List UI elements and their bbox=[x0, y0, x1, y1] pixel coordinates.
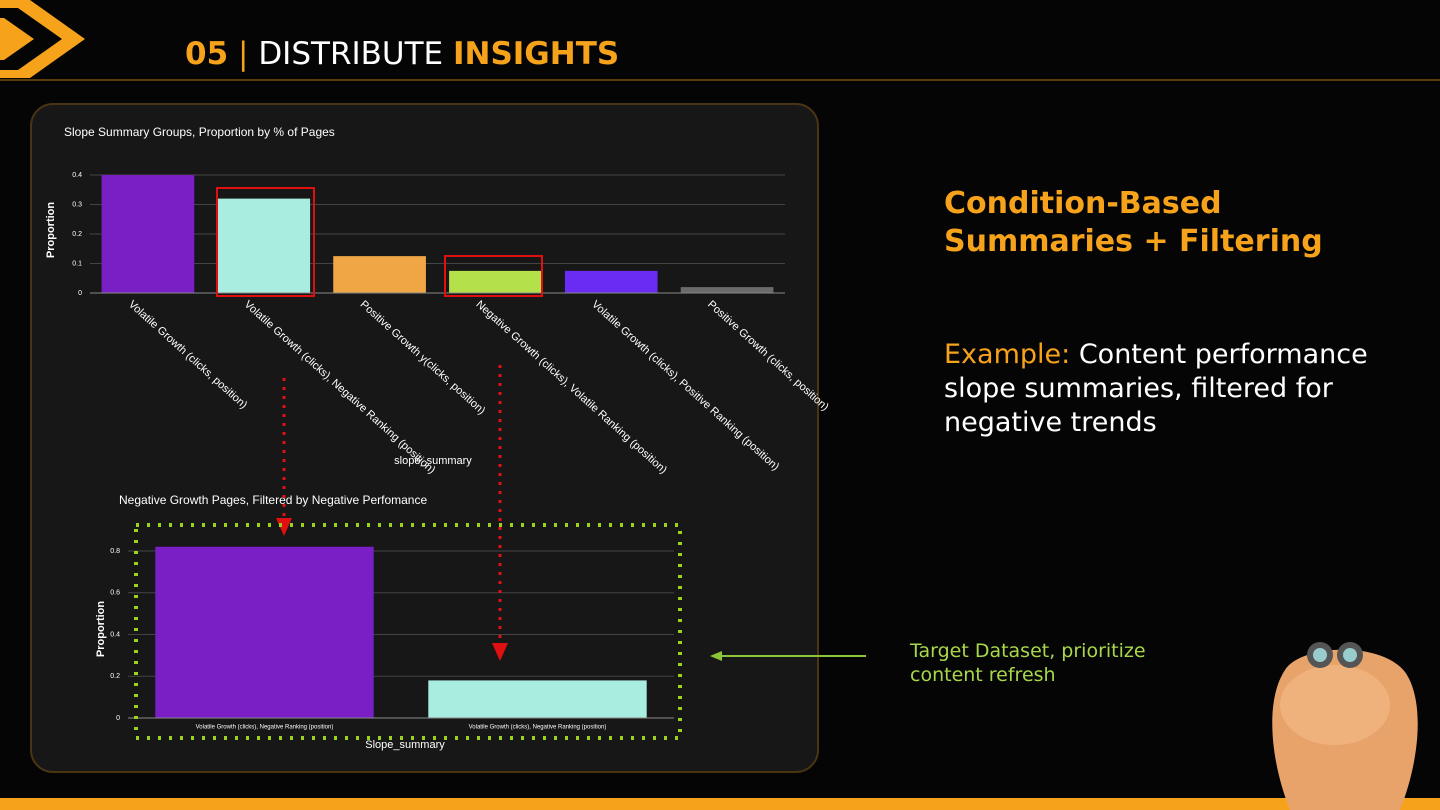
bar bbox=[333, 256, 426, 293]
example-label: Example: bbox=[944, 339, 1071, 370]
x-axis-label: Slope_summary bbox=[365, 739, 445, 751]
bar bbox=[680, 287, 774, 293]
header: 05 | DISTRIBUTE INSIGHTS bbox=[185, 36, 619, 72]
y-tick-label: 0.2 bbox=[110, 673, 120, 680]
chart-title: Slope Summary Groups, Proportion by % of… bbox=[64, 125, 335, 139]
y-tick-label: 0.6 bbox=[110, 590, 120, 597]
footer-bar bbox=[0, 798, 1440, 810]
chevron-inner bbox=[0, 18, 34, 60]
arrow-head bbox=[276, 518, 292, 536]
x-tick-label: Volatile Growth (clicks), Negative Ranki… bbox=[469, 725, 607, 731]
target-note: Target Dataset, prioritize content refre… bbox=[910, 640, 1146, 686]
chart-title: Negative Growth Pages, Filtered by Negat… bbox=[119, 493, 427, 507]
y-tick-label: 0.2 bbox=[72, 231, 82, 238]
section-highlight: INSIGHTS bbox=[452, 36, 620, 72]
bar bbox=[449, 270, 542, 293]
y-tick-label: 0.1 bbox=[72, 260, 82, 267]
y-tick-label: 0.8 bbox=[110, 548, 120, 555]
example-text: Content performance slope summaries, fil… bbox=[944, 339, 1368, 438]
y-tick-label: 0.4 bbox=[110, 631, 120, 638]
y-axis-label: Proportion bbox=[45, 202, 57, 258]
highlight-box bbox=[216, 187, 315, 297]
highlight-box bbox=[444, 255, 543, 297]
filter-box bbox=[134, 523, 682, 740]
y-axis-label: Proportion bbox=[95, 601, 107, 657]
bar bbox=[564, 270, 658, 293]
x-tick-label: Volatile Growth (clicks), Negative Ranki… bbox=[196, 725, 334, 731]
section-title: DISTRIBUTE bbox=[258, 36, 444, 72]
separator: | bbox=[238, 36, 249, 72]
bar bbox=[101, 175, 195, 293]
bar bbox=[428, 680, 647, 718]
mascot bbox=[1272, 642, 1418, 810]
y-tick-label: 0 bbox=[116, 715, 120, 722]
bar bbox=[217, 198, 311, 293]
section-number: 05 bbox=[185, 36, 229, 72]
pointer-head bbox=[710, 651, 722, 661]
x-axis-label: slope_summary bbox=[394, 455, 472, 467]
side-heading: Condition-Based Summaries + Filtering bbox=[944, 186, 1323, 259]
y-tick-label: 0.4 bbox=[72, 172, 82, 179]
y-tick-label: 0.3 bbox=[72, 201, 82, 208]
bar bbox=[155, 546, 374, 718]
arrow-head bbox=[492, 643, 508, 661]
y-tick-label: 0 bbox=[78, 290, 82, 297]
example: Example: Content performance slope summa… bbox=[944, 338, 1384, 440]
